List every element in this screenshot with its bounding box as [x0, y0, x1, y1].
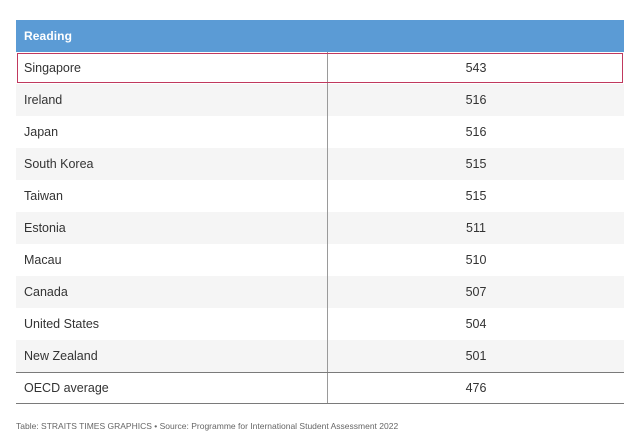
reading-table: Reading Singapore 543 Ireland 516 Japan …: [16, 20, 624, 404]
score-cell: 511: [466, 221, 486, 235]
table-body: Singapore 543 Ireland 516 Japan 516 Sout…: [16, 52, 624, 404]
table-row-taiwan: Taiwan 515: [16, 180, 624, 212]
country-cell: United States: [16, 308, 328, 340]
score-cell: 507: [465, 285, 487, 299]
score-cell: 501: [465, 349, 487, 363]
table-row-oecd-average: OECD average 476: [16, 372, 624, 404]
country-cell: New Zealand: [16, 340, 328, 372]
country-cell: Japan: [16, 116, 328, 148]
country-cell: Singapore: [16, 52, 328, 84]
table-row-macau: Macau 510: [16, 244, 624, 276]
country-cell: Taiwan: [16, 180, 328, 212]
table-row-estonia: Estonia 511: [16, 212, 624, 244]
header-label: Reading: [24, 29, 73, 43]
country-cell: Ireland: [16, 84, 328, 116]
table-row-south-korea: South Korea 515: [16, 148, 624, 180]
table-row-ireland: Ireland 516: [16, 84, 624, 116]
country-cell: OECD average: [16, 373, 328, 403]
score-cell: 510: [465, 253, 487, 267]
country-cell: Canada: [16, 276, 328, 308]
table-row-singapore: Singapore 543: [16, 52, 624, 84]
score-cell: 516: [465, 125, 487, 139]
score-cell: 515: [465, 189, 487, 203]
country-cell: South Korea: [16, 148, 328, 180]
table-row-japan: Japan 516: [16, 116, 624, 148]
table-header: Reading: [16, 20, 624, 52]
country-cell: Estonia: [16, 212, 328, 244]
score-cell: 516: [465, 93, 487, 107]
table-row-united-states: United States 504: [16, 308, 624, 340]
country-cell: Macau: [16, 244, 328, 276]
score-cell: 515: [465, 157, 487, 171]
table-row-new-zealand: New Zealand 501: [16, 340, 624, 372]
table-row-canada: Canada 507: [16, 276, 624, 308]
score-cell: 504: [465, 317, 487, 331]
score-cell: 476: [465, 381, 487, 395]
source-footnote: Table: STRAITS TIMES GRAPHICS • Source: …: [16, 421, 399, 431]
score-cell: 543: [465, 61, 487, 75]
